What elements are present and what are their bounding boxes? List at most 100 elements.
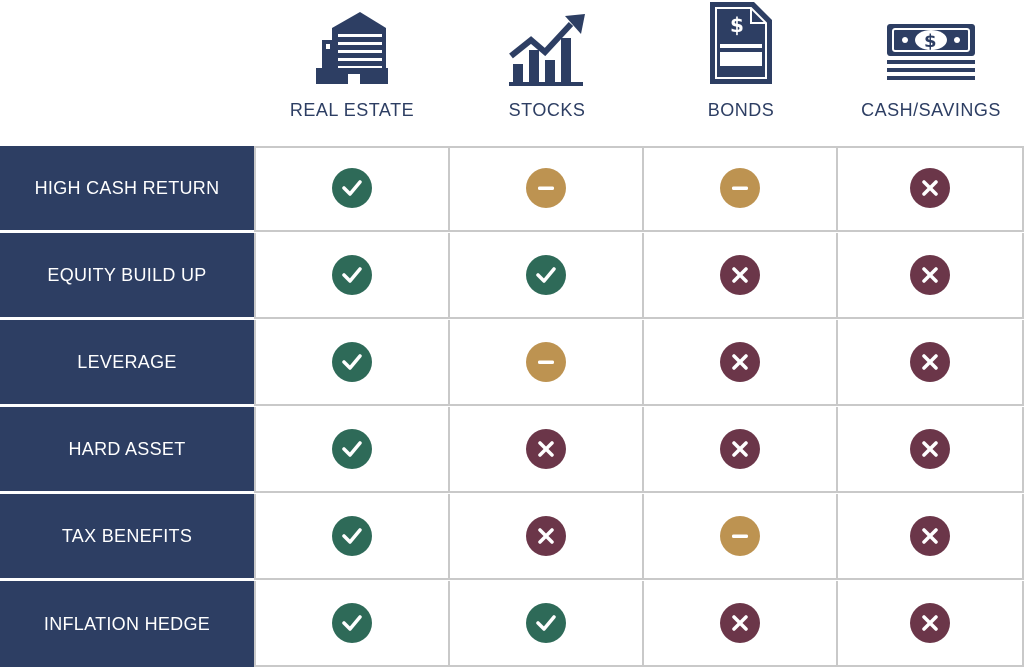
check-icon xyxy=(536,615,556,631)
status-no-badge xyxy=(720,603,760,643)
check-icon xyxy=(342,180,362,196)
minus-icon xyxy=(538,186,554,190)
table-cell xyxy=(838,233,1024,319)
table-row: INFLATION HEDGE xyxy=(0,581,1024,667)
status-no-badge xyxy=(910,255,950,295)
table-row: HARD ASSET xyxy=(0,407,1024,493)
table-row: TAX BENEFITS xyxy=(0,494,1024,580)
status-no-badge xyxy=(910,516,950,556)
table-cell xyxy=(644,146,838,232)
status-no-badge xyxy=(910,168,950,208)
status-yes-badge xyxy=(332,168,372,208)
comparison-table: HIGH CASH RETURN EQUITY BUILD UP LEVERAGE H… xyxy=(0,146,1024,668)
x-icon xyxy=(732,354,748,370)
x-icon xyxy=(732,615,748,631)
status-yes-badge xyxy=(526,255,566,295)
status-partial-badge xyxy=(526,168,566,208)
row-label: LEVERAGE xyxy=(0,320,254,406)
status-no-badge xyxy=(526,429,566,469)
check-icon xyxy=(342,528,362,544)
status-no-badge xyxy=(910,342,950,382)
status-partial-badge xyxy=(526,342,566,382)
rising-chart-icon xyxy=(509,14,585,86)
x-icon xyxy=(538,441,554,457)
table-cell xyxy=(450,320,644,406)
table-cell xyxy=(254,233,450,319)
status-yes-badge xyxy=(332,255,372,295)
column-label: BONDS xyxy=(707,100,775,120)
table-cell xyxy=(450,581,644,667)
table-cell xyxy=(450,407,644,493)
x-icon xyxy=(732,267,748,283)
svg-text:$: $ xyxy=(924,31,937,52)
table-cell xyxy=(838,581,1024,667)
minus-icon xyxy=(732,534,748,538)
table-cell xyxy=(644,581,838,667)
table-cell xyxy=(450,233,644,319)
x-icon xyxy=(922,267,938,283)
check-icon xyxy=(342,441,362,457)
check-icon xyxy=(342,267,362,283)
column-header-cash-savings: $ CASH/SAVINGS xyxy=(838,0,1024,146)
row-label: HIGH CASH RETURN xyxy=(0,146,254,232)
x-icon xyxy=(732,441,748,457)
table-cell xyxy=(838,407,1024,493)
column-header-real-estate: REAL ESTATE xyxy=(254,0,450,146)
x-icon xyxy=(922,354,938,370)
status-partial-badge xyxy=(720,168,760,208)
status-no-badge xyxy=(720,255,760,295)
column-label: REAL ESTATE xyxy=(289,100,415,120)
status-yes-badge xyxy=(332,603,372,643)
table-cell xyxy=(254,146,450,232)
minus-icon xyxy=(538,360,554,364)
status-yes-badge xyxy=(332,342,372,382)
status-yes-badge xyxy=(526,603,566,643)
bond-certificate-icon: $ xyxy=(710,2,772,84)
table-cell xyxy=(254,320,450,406)
table-cell xyxy=(838,320,1024,406)
status-no-badge xyxy=(720,342,760,382)
status-yes-badge xyxy=(332,516,372,556)
cash-stack-icon: $ xyxy=(887,24,975,80)
grid-top-border xyxy=(254,146,1024,148)
table-cell xyxy=(254,407,450,493)
status-no-badge xyxy=(910,429,950,469)
status-no-badge xyxy=(910,603,950,643)
table-row: LEVERAGE xyxy=(0,320,1024,406)
column-header-bonds: $ BONDS xyxy=(644,0,838,146)
check-icon xyxy=(342,354,362,370)
x-icon xyxy=(922,441,938,457)
table-row: HIGH CASH RETURN xyxy=(0,146,1024,232)
table-cell xyxy=(450,146,644,232)
minus-icon xyxy=(732,186,748,190)
table-cell xyxy=(450,494,644,580)
check-icon xyxy=(342,615,362,631)
table-cell xyxy=(644,233,838,319)
table-cell xyxy=(644,494,838,580)
column-header-stocks: STOCKS xyxy=(450,0,644,146)
building-icon xyxy=(316,12,388,84)
row-label: EQUITY BUILD UP xyxy=(0,233,254,319)
column-label: CASH/SAVINGS xyxy=(861,100,1001,120)
status-no-badge xyxy=(526,516,566,556)
table-cell xyxy=(644,320,838,406)
status-no-badge xyxy=(720,429,760,469)
x-icon xyxy=(538,528,554,544)
x-icon xyxy=(922,180,938,196)
row-label: INFLATION HEDGE xyxy=(0,581,254,667)
table-cell xyxy=(254,581,450,667)
table-cell xyxy=(838,494,1024,580)
table-cell xyxy=(838,146,1024,232)
row-label: TAX BENEFITS xyxy=(0,494,254,580)
check-icon xyxy=(536,267,556,283)
x-icon xyxy=(922,615,938,631)
status-yes-badge xyxy=(332,429,372,469)
x-icon xyxy=(922,528,938,544)
table-cell xyxy=(644,407,838,493)
status-partial-badge xyxy=(720,516,760,556)
table-cell xyxy=(254,494,450,580)
table-row: EQUITY BUILD UP xyxy=(0,233,1024,319)
column-label: STOCKS xyxy=(508,100,586,120)
svg-text:$: $ xyxy=(730,13,744,37)
row-label: HARD ASSET xyxy=(0,407,254,493)
